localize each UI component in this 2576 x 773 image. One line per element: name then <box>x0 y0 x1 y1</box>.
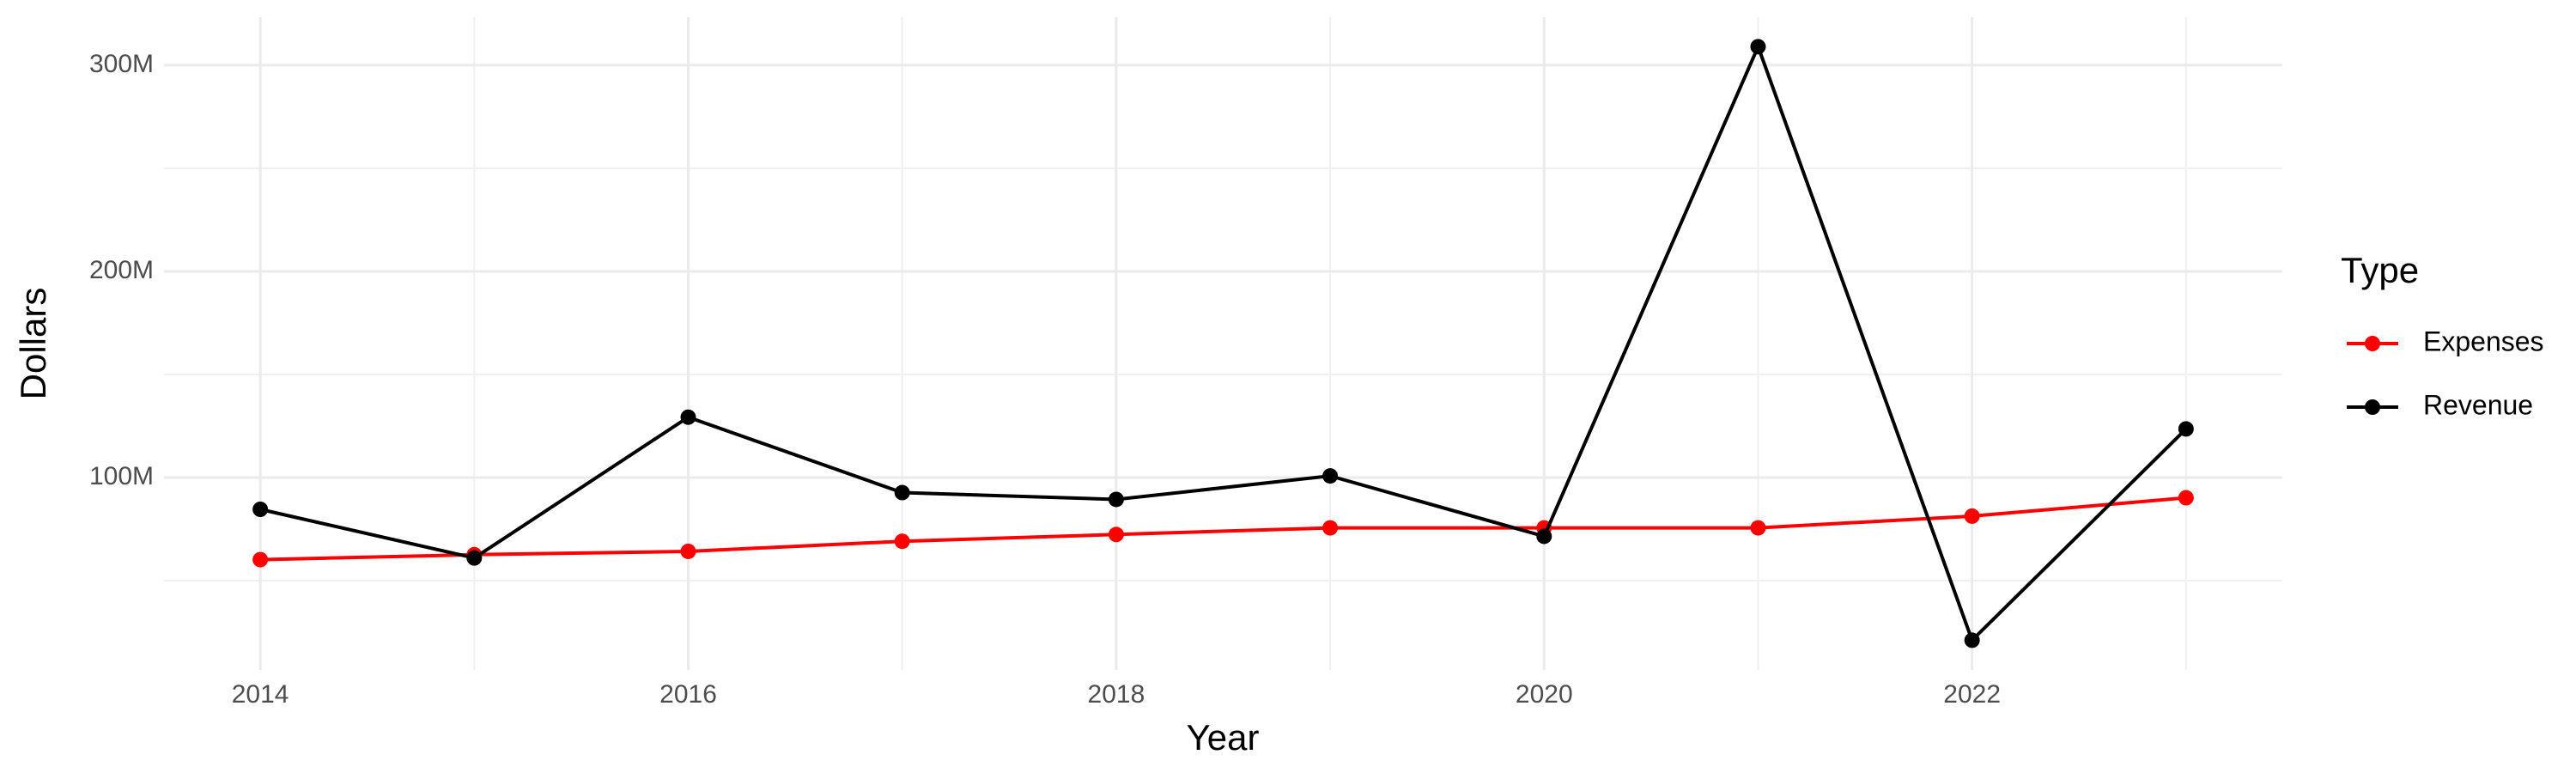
data-point <box>2178 490 2194 506</box>
data-point <box>1536 528 1552 545</box>
data-point <box>466 550 483 566</box>
x-tick-label: 2016 <box>659 680 717 709</box>
legend-key-point <box>2365 336 2380 351</box>
data-point <box>1964 508 1980 524</box>
data-point <box>1322 468 1339 484</box>
y-axis-title: Dollars <box>13 288 53 400</box>
data-point <box>1108 526 1124 543</box>
data-point <box>680 543 696 559</box>
legend-label: Revenue <box>2423 389 2533 420</box>
data-point <box>680 409 696 425</box>
data-point <box>1750 520 1766 536</box>
data-point <box>252 551 269 568</box>
data-point <box>252 502 269 518</box>
x-tick-label: 2018 <box>1088 680 1145 709</box>
legend-title: Type <box>2341 250 2419 290</box>
x-tick-label: 2022 <box>1943 680 2001 709</box>
data-point <box>1964 632 1980 648</box>
data-point <box>894 484 910 501</box>
x-tick-label: 2014 <box>232 680 289 709</box>
data-point <box>894 533 910 550</box>
series-line <box>260 496 2187 562</box>
data-point <box>1750 39 1766 55</box>
x-tick-label: 2020 <box>1516 680 1573 709</box>
series-line <box>259 41 2188 644</box>
data-point <box>1108 491 1124 508</box>
data-point <box>2178 421 2194 437</box>
y-tick-label: 300M <box>89 50 154 78</box>
y-tick-label: 200M <box>89 256 154 284</box>
y-tick-label: 100M <box>89 462 154 490</box>
legend-label: Expenses <box>2423 326 2544 356</box>
data-point <box>1322 520 1339 536</box>
legend-key-point <box>2365 399 2380 415</box>
x-axis-title: Year <box>1187 717 1260 758</box>
